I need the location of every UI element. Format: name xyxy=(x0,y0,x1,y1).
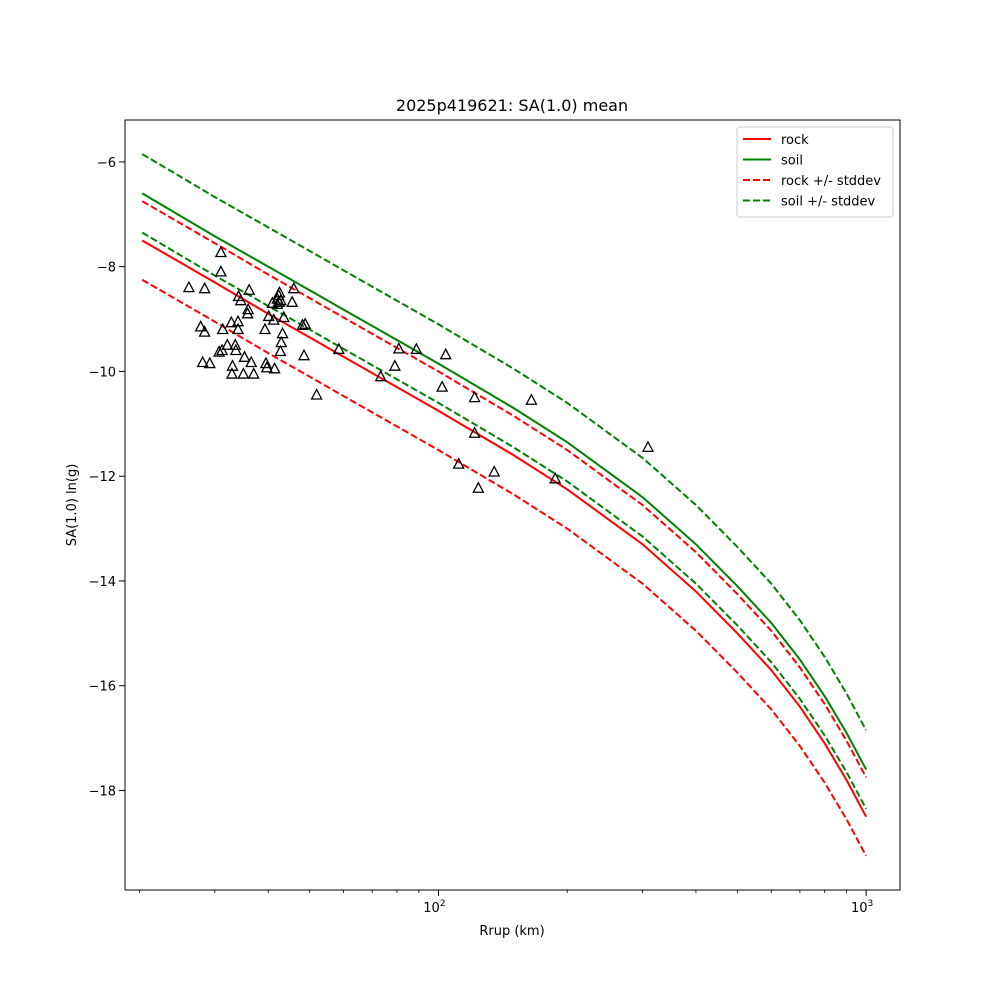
y-axis: −6 −8 −10 −12 −14 −16 −18 xyxy=(89,156,125,799)
observation-point xyxy=(229,343,242,356)
observation-point xyxy=(332,342,345,355)
observation-point xyxy=(231,322,245,335)
x-axis-label: Rrup (km) xyxy=(479,924,544,939)
legend-label: rock xyxy=(781,133,809,148)
observation-point xyxy=(182,280,196,293)
plot-area xyxy=(125,120,900,890)
observation-point xyxy=(214,265,227,277)
observation-point xyxy=(286,295,299,307)
legend-label: soil xyxy=(781,154,803,169)
observation-point xyxy=(641,440,655,453)
observation-point xyxy=(277,310,290,323)
y-tick-label: −6 xyxy=(97,156,116,171)
plot-frame xyxy=(124,119,901,891)
observation-point xyxy=(468,426,481,438)
legend-label: rock +/- stddev xyxy=(781,174,881,189)
y-axis-label: SA(1.0) ln(g) xyxy=(65,464,80,547)
observation-point xyxy=(410,342,423,355)
series-line-5 xyxy=(141,231,868,810)
observation-point xyxy=(225,315,238,328)
observation-point xyxy=(198,325,211,337)
observation-point xyxy=(234,293,247,306)
chart-title: 2025p419621: SA(1.0) mean xyxy=(396,96,628,115)
observation-point xyxy=(242,302,255,315)
series-line-3 xyxy=(141,278,868,857)
observation-point xyxy=(452,457,465,469)
y-tick-label: −8 xyxy=(97,261,116,276)
y-tick-label: −10 xyxy=(89,365,116,380)
y-tick-label: −14 xyxy=(89,575,116,590)
observation-point xyxy=(287,281,300,294)
observation-point xyxy=(272,295,286,307)
series-line-0 xyxy=(141,239,868,818)
observation-point xyxy=(549,471,562,484)
observation-point xyxy=(259,356,272,369)
observation-point xyxy=(274,293,287,306)
observation-point xyxy=(213,345,226,357)
observation-point xyxy=(194,320,207,332)
observation-point xyxy=(221,338,234,350)
observation-point xyxy=(260,360,273,373)
observation-point xyxy=(388,359,401,371)
y-tick-label: −16 xyxy=(89,680,116,695)
observation-point xyxy=(231,314,245,327)
observation-point xyxy=(468,390,481,403)
curves-layer xyxy=(141,153,868,857)
observation-point xyxy=(203,356,216,369)
observation-point xyxy=(229,338,242,350)
observation-point xyxy=(472,481,485,493)
observations-layer xyxy=(182,245,655,493)
observation-point xyxy=(310,388,323,400)
observation-point xyxy=(274,344,287,357)
observation-point xyxy=(299,317,312,329)
observation-point xyxy=(262,309,275,322)
legend-box xyxy=(736,126,894,218)
observation-point xyxy=(268,361,281,374)
observation-point xyxy=(237,367,250,379)
observation-point xyxy=(245,355,258,368)
observation-point xyxy=(525,393,538,405)
observation-point xyxy=(374,369,387,382)
observation-point xyxy=(214,245,227,258)
observation-point xyxy=(243,283,256,295)
observation-point xyxy=(488,465,501,477)
observation-point xyxy=(247,367,260,379)
observation-point xyxy=(196,355,209,368)
observation-point xyxy=(392,342,405,354)
series-line-2 xyxy=(141,200,868,778)
y-tick-label: −18 xyxy=(89,784,116,799)
observation-point xyxy=(436,380,449,392)
observation-point xyxy=(439,347,452,360)
observation-point xyxy=(198,281,211,294)
observation-point xyxy=(216,322,229,335)
observation-point xyxy=(297,348,311,361)
observation-point xyxy=(225,367,239,379)
observation-point xyxy=(258,322,272,335)
y-tick-label: −12 xyxy=(89,470,116,485)
observation-point xyxy=(238,350,251,362)
series-line-1 xyxy=(141,192,868,770)
legend: rock soil rock +/- stddev soil +/- stddev xyxy=(736,126,894,218)
series-line-4 xyxy=(141,153,868,731)
observation-point xyxy=(267,313,280,325)
observation-point xyxy=(276,326,289,339)
observation-point xyxy=(296,318,309,330)
legend-label: soil +/- stddev xyxy=(781,195,876,210)
